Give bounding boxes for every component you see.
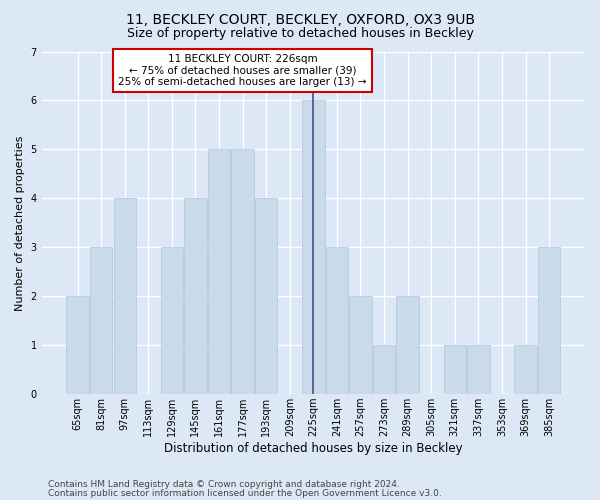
X-axis label: Distribution of detached houses by size in Beckley: Distribution of detached houses by size … (164, 442, 463, 455)
Bar (67, 296, 89, 394)
Bar (397, 296, 419, 394)
Bar (443, 345, 466, 394)
Bar (302, 100, 325, 394)
Bar (184, 198, 206, 394)
Bar (538, 248, 560, 394)
Text: Contains public sector information licensed under the Open Government Licence v3: Contains public sector information licen… (48, 488, 442, 498)
Text: Size of property relative to detached houses in Beckley: Size of property relative to detached ho… (127, 28, 473, 40)
Bar (326, 248, 348, 394)
Bar (208, 150, 230, 394)
Bar (514, 345, 537, 394)
Text: 11 BECKLEY COURT: 226sqm
← 75% of detached houses are smaller (39)
25% of semi-d: 11 BECKLEY COURT: 226sqm ← 75% of detach… (118, 54, 367, 87)
Bar (90, 248, 112, 394)
Text: Contains HM Land Registry data © Crown copyright and database right 2024.: Contains HM Land Registry data © Crown c… (48, 480, 400, 489)
Bar (113, 198, 136, 394)
Bar (467, 345, 490, 394)
Bar (232, 150, 254, 394)
Bar (373, 345, 395, 394)
Bar (255, 198, 277, 394)
Bar (161, 248, 183, 394)
Text: 11, BECKLEY COURT, BECKLEY, OXFORD, OX3 9UB: 11, BECKLEY COURT, BECKLEY, OXFORD, OX3 … (125, 12, 475, 26)
Bar (349, 296, 371, 394)
Y-axis label: Number of detached properties: Number of detached properties (15, 135, 25, 310)
